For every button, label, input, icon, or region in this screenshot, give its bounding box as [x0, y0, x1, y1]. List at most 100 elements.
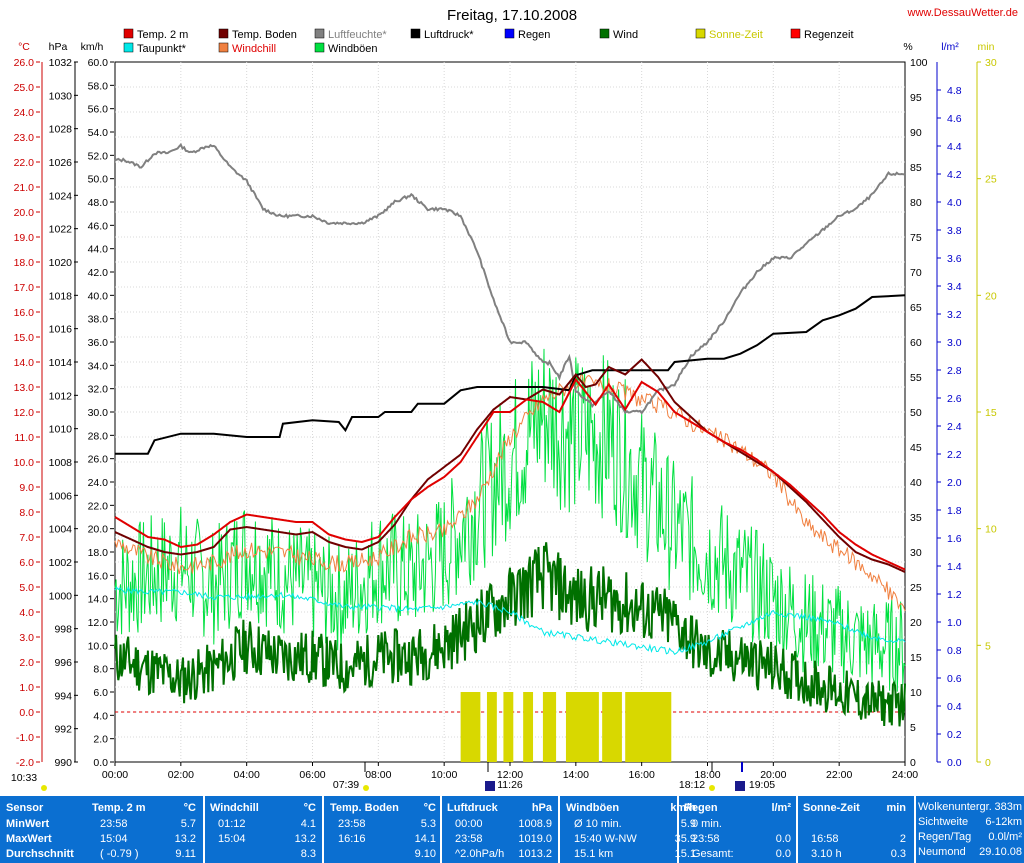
stats-cell-value: 14.1: [414, 833, 436, 845]
stats-divider: [322, 796, 324, 863]
hpa-tick: 1022: [49, 224, 73, 236]
rain-tick: 4.4: [947, 141, 962, 153]
stats-cell-label: 15.1 km: [574, 848, 614, 860]
stats-cell-label: 15:04: [100, 833, 128, 845]
stats-cell-label: Gesamt:: [692, 848, 734, 860]
stats-cell-label: 16:58: [811, 833, 839, 845]
stats-cell-label: ^2.0hPa/h: [455, 848, 505, 860]
hpa-tick: 996: [54, 657, 72, 669]
celsius-tick: 19.0: [14, 232, 35, 244]
stats-header: Windböen: [566, 802, 620, 814]
kmh-tick: 40.0: [88, 290, 109, 302]
rain-tick: 4.2: [947, 169, 962, 181]
time-tick: 24:00: [892, 769, 918, 781]
percent-tick: 65: [910, 302, 922, 314]
website-link[interactable]: www.DessauWetter.de: [907, 7, 1018, 19]
stats-cell-label: 0 min.: [692, 818, 722, 830]
stats-cell-value: 1008.9: [518, 818, 552, 830]
stats-cell-value: 4.1: [300, 818, 316, 830]
rain-tick: 1.6: [947, 533, 962, 545]
stats-cell-value: 5.9: [680, 818, 696, 830]
extra-value: 6-12km: [985, 816, 1022, 828]
rain-tick: 3.0: [947, 337, 962, 349]
stats-divider: [203, 796, 205, 863]
celsius-tick: -2.0: [16, 757, 34, 769]
celsius-tick: -1.0: [16, 732, 34, 744]
kmh-tick: 0.0: [93, 757, 108, 769]
kmh-tick: 36.0: [88, 337, 109, 349]
sun-bar: [523, 692, 534, 762]
legend-swatch: [599, 28, 610, 39]
time-tick: 12:00: [497, 769, 523, 781]
kmh-tick-unit: km/h: [81, 41, 104, 53]
stats-cell-label: 23:58: [338, 818, 366, 830]
chart-legend: Temp. 2 m Temp. Boden Luftfeuchte* Luftdruc…: [123, 28, 854, 55]
percent-tick: 70: [910, 267, 922, 279]
legend-label: Regen: [518, 29, 550, 41]
stats-cell-label: ( -0.79 ): [100, 848, 139, 860]
hpa-tick: 990: [54, 757, 72, 769]
stats-cell-value: 2: [899, 833, 906, 845]
sun-bar: [542, 692, 557, 762]
sun-icon: [363, 785, 369, 791]
stats-cell-value: 35.9: [674, 833, 696, 845]
right-axis-unit: min: [978, 41, 995, 53]
kmh-tick: 56.0: [88, 104, 109, 116]
kmh-tick: 58.0: [88, 80, 109, 92]
rain-tick: 0.4: [947, 701, 962, 713]
chart-title: Freitag, 17.10.2008: [447, 7, 577, 24]
extra-value: 29.10.08: [979, 846, 1022, 858]
legend-swatch: [218, 42, 229, 53]
stats-divider: [796, 796, 798, 863]
stats-row-label: Durchschnitt: [6, 848, 74, 860]
time-tick: 08:00: [365, 769, 391, 781]
percent-tick: 100: [910, 57, 928, 69]
legend-swatch: [790, 28, 801, 39]
kmh-tick: 14.0: [88, 594, 109, 606]
sun-icon: [41, 785, 47, 791]
kmh-tick: 28.0: [88, 430, 109, 442]
legend-label: Luftdruck*: [424, 29, 474, 41]
kmh-tick: 38.0: [88, 314, 109, 326]
stats-cell-value: 0.0: [775, 833, 791, 845]
extra-label: Regen/Tag: [918, 831, 972, 843]
stats-cell-value: 1013.2: [518, 848, 552, 860]
temp-2m-line: [114, 377, 906, 571]
percent-tick: 35: [910, 512, 922, 524]
hpa-tick: 1010: [49, 424, 73, 436]
windboeen-line: [114, 348, 906, 693]
hpa-tick: 1016: [49, 324, 73, 336]
time-tick: 14:00: [563, 769, 589, 781]
sun-tick: 5: [985, 640, 991, 652]
stats-cell-label: 01:12: [218, 818, 246, 830]
time-tick: 00:00: [102, 769, 128, 781]
stats-cell-label: 23:58: [100, 818, 128, 830]
celsius-tick: 3.0: [19, 632, 34, 644]
celsius-tick: 14.0: [14, 357, 35, 369]
marker-time: 18:12: [679, 779, 705, 791]
right-axis-unit: %: [903, 41, 912, 53]
rain-tick: 3.4: [947, 281, 962, 293]
celsius-tick: 18.0: [14, 257, 35, 269]
stats-unit: °C: [303, 802, 316, 814]
stats-unit: °C: [183, 802, 196, 814]
kmh-tick: 22.0: [88, 500, 109, 512]
sun-tick: 15: [985, 407, 997, 419]
legend-swatch: [314, 42, 325, 53]
extra-value: 0.0l/m²: [988, 831, 1022, 843]
stats-cell-label: 15:40 W-NW: [574, 833, 637, 845]
legend-label: Sonne-Zeit: [709, 29, 763, 41]
stats-header: Luftdruck: [447, 802, 498, 814]
rain-tick: 3.8: [947, 225, 962, 237]
stats-row-label: MinWert: [6, 818, 50, 830]
sun-tick: 25: [985, 174, 997, 186]
kmh-tick: 24.0: [88, 477, 109, 489]
celsius-tick: 15.0: [14, 332, 35, 344]
percent-tick: 75: [910, 232, 922, 244]
stats-cell-value: 8.3: [300, 848, 316, 860]
celsius-tick: 11.0: [14, 432, 34, 444]
celsius-tick: 10.0: [14, 457, 35, 469]
percent-tick: 80: [910, 197, 922, 209]
extra-value: 383m: [994, 801, 1022, 813]
rain-tick: 0.8: [947, 645, 962, 657]
